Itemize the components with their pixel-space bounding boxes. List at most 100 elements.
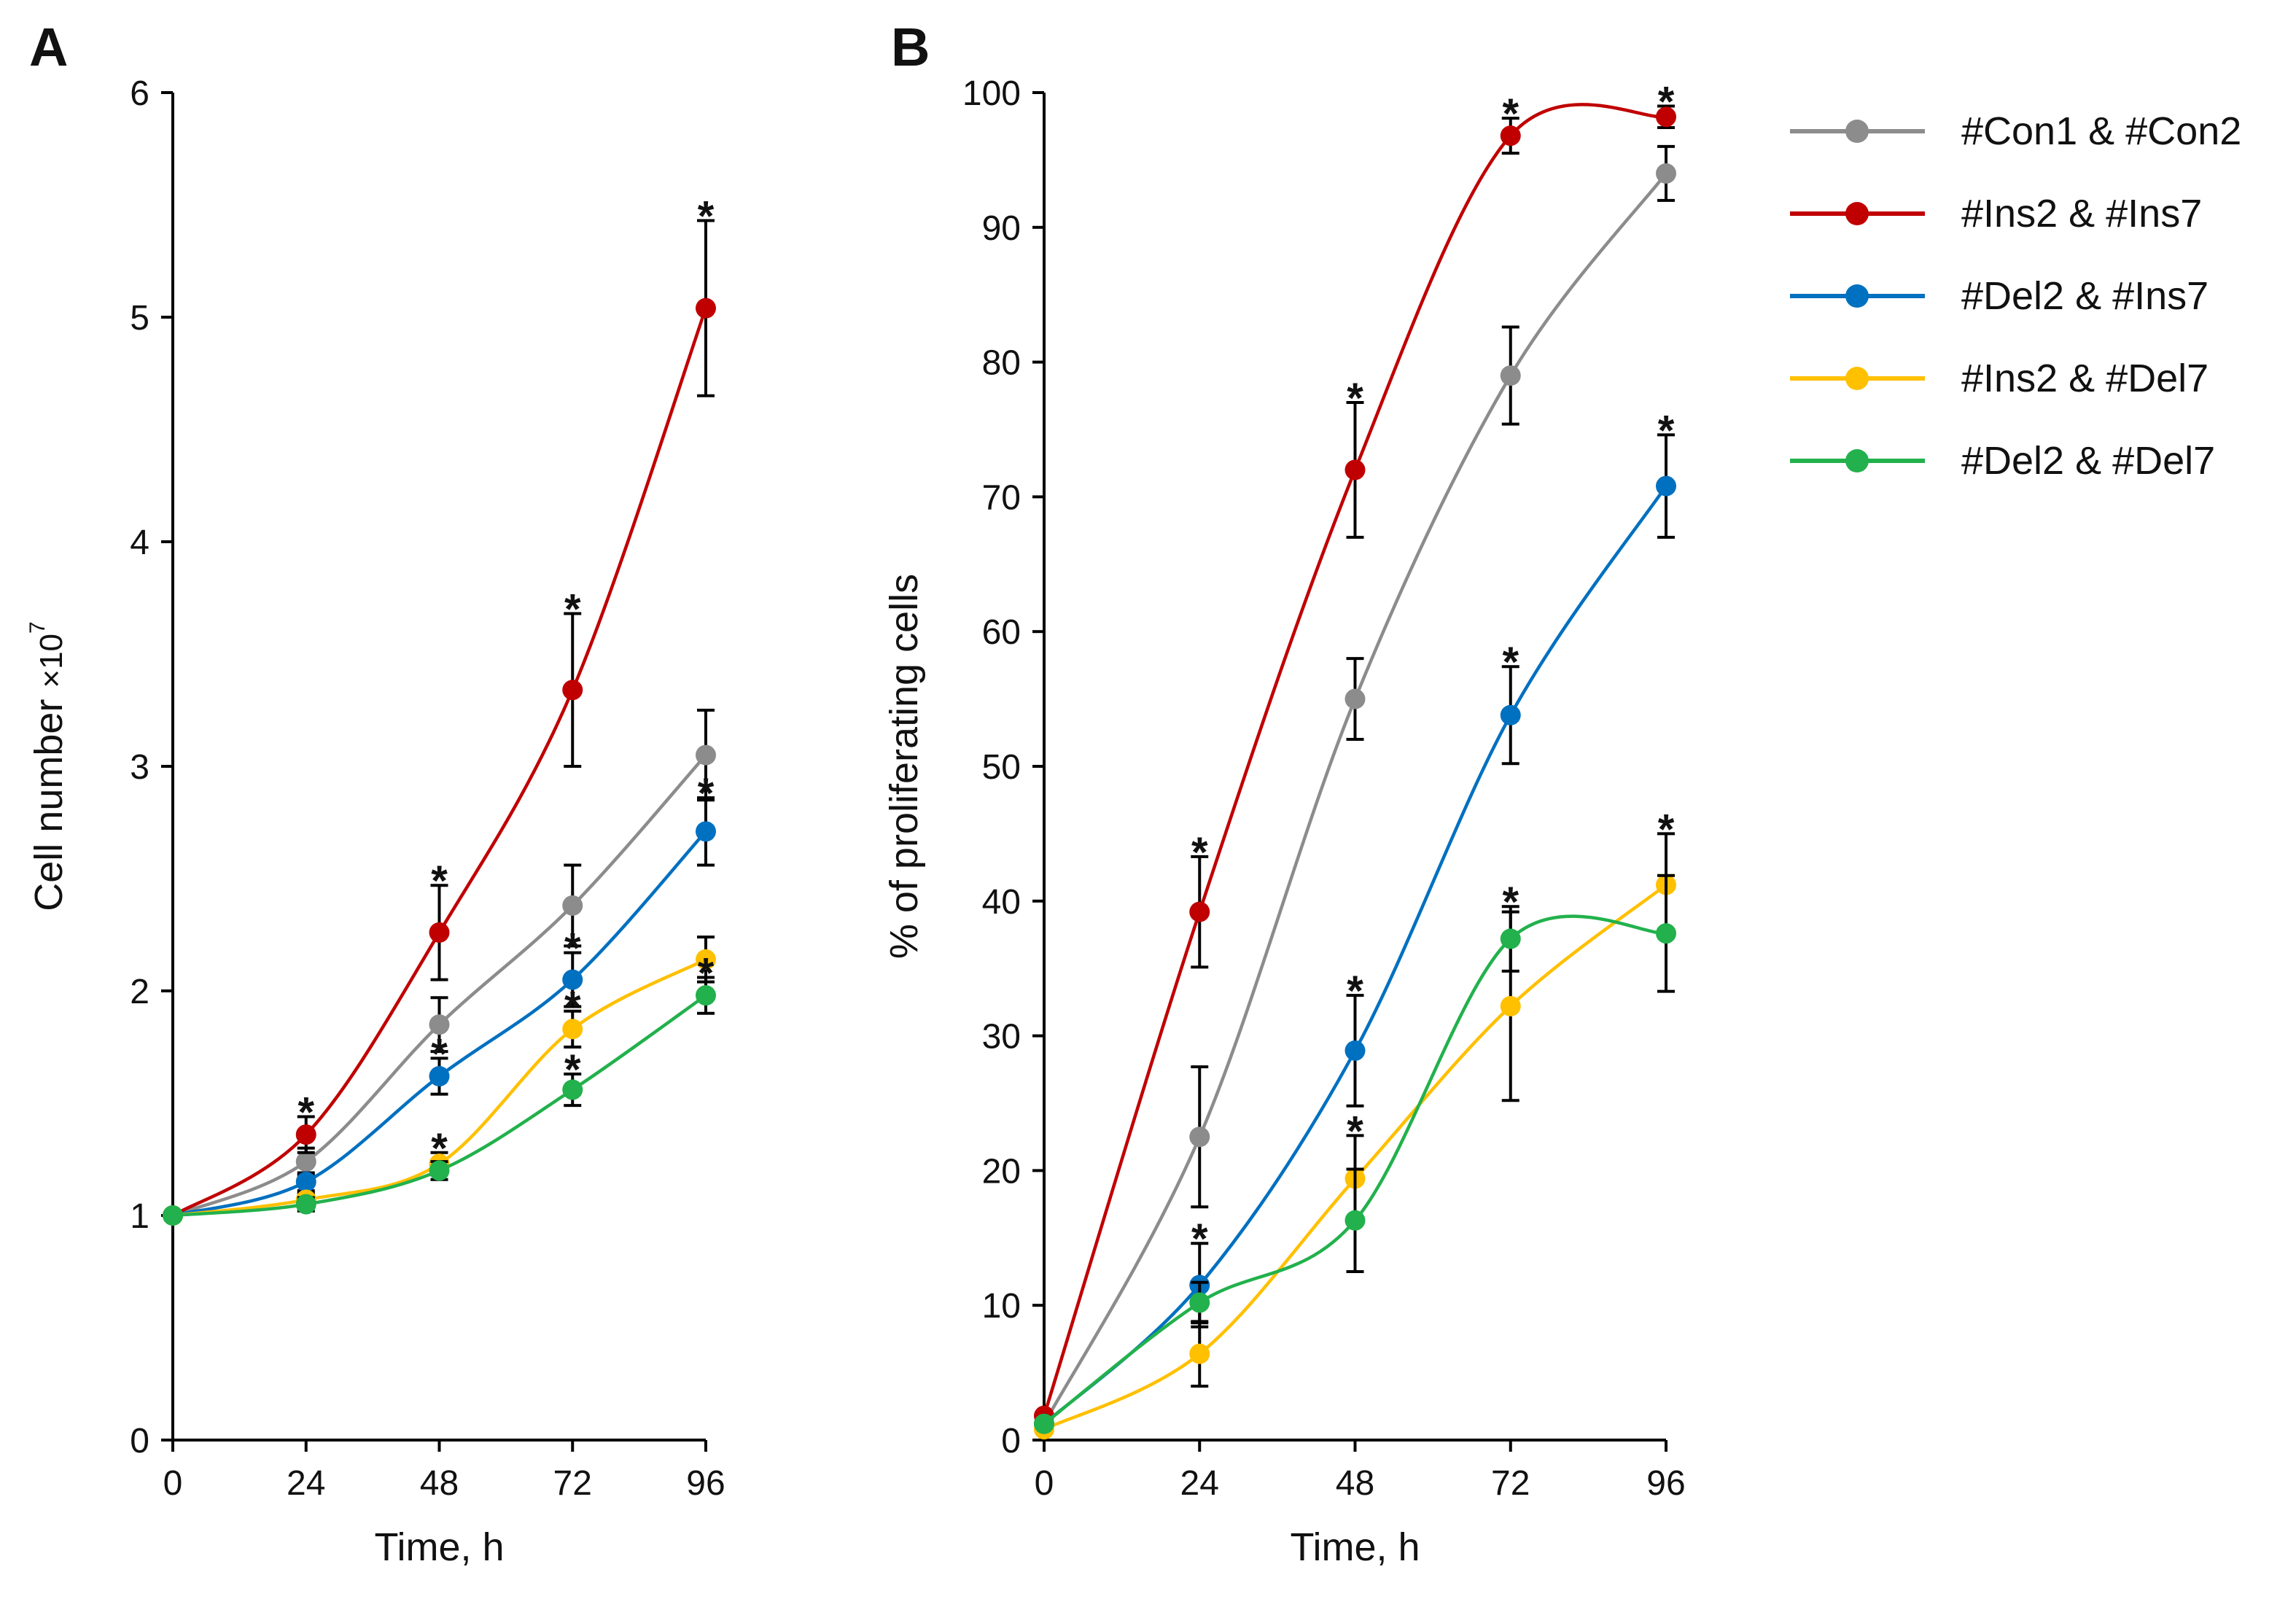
- data-point: [295, 1124, 316, 1145]
- significance-marker: *: [698, 950, 715, 997]
- significance-marker: *: [1191, 829, 1208, 876]
- series-4: **: [163, 950, 716, 1226]
- legend-label: #Del2 & #Del7: [1961, 439, 2215, 483]
- data-point: [1500, 365, 1521, 386]
- data-point: [562, 1019, 583, 1040]
- x-tick-label: 0: [1035, 1464, 1054, 1503]
- y-tick-label: 0: [1001, 1422, 1021, 1460]
- significance-marker: *: [564, 925, 581, 973]
- significance-marker: *: [1658, 806, 1675, 853]
- y-axis-label: Cell number ×107: [26, 621, 71, 911]
- significance-marker: *: [297, 1089, 314, 1136]
- data-point: [562, 895, 583, 916]
- data-point: [1344, 1040, 1366, 1061]
- data-point: [562, 1079, 583, 1100]
- series-1: * * * *: [1034, 78, 1676, 1426]
- data-point: [696, 949, 716, 970]
- data-point: [1189, 1343, 1210, 1364]
- series-line: [171, 307, 708, 1217]
- significance-marker: *: [1191, 1215, 1208, 1263]
- series-line: [1042, 103, 1667, 1417]
- data-point: [1500, 125, 1521, 147]
- x-tick-label: 96: [1646, 1464, 1685, 1503]
- legend-label: #Del2 & #Ins7: [1961, 274, 2209, 318]
- y-tick-label: 40: [982, 883, 1021, 922]
- data-point: [696, 985, 716, 1006]
- panel-label: B: [891, 17, 930, 77]
- legend: #Con1 & #Con2 #Ins2 & #Ins7 #Del2 & #Ins7 #…: [1790, 109, 2241, 483]
- data-point: [696, 821, 716, 842]
- y-axis-label-multiplier: ×10: [34, 634, 69, 688]
- x-axis-label: Time, h: [1290, 1525, 1420, 1569]
- x-tick-label: 48: [420, 1464, 459, 1503]
- data-point: [562, 680, 583, 701]
- data-point: [163, 1205, 183, 1226]
- series-4: *: [1034, 874, 1676, 1434]
- data-point: [295, 1171, 316, 1192]
- data-point: [696, 744, 716, 766]
- legend-label: #Con1 & #Con2: [1961, 109, 2241, 153]
- y-tick-label: 60: [982, 613, 1021, 652]
- significance-marker: *: [431, 1030, 448, 1078]
- significance-marker: *: [564, 1046, 581, 1094]
- x-tick-label: 72: [553, 1464, 592, 1503]
- significance-marker: *: [1502, 90, 1519, 138]
- y-tick-label: 70: [982, 478, 1021, 517]
- data-point: [1656, 475, 1676, 497]
- data-point: [429, 1160, 450, 1181]
- panel-label: A: [29, 17, 68, 77]
- data-point: [1344, 1210, 1366, 1231]
- y-tick-label: 0: [130, 1422, 149, 1460]
- y-tick-label: 2: [130, 973, 149, 1011]
- legend-label: #Ins2 & #Del7: [1961, 357, 2209, 400]
- y-tick-label: 100: [962, 74, 1021, 113]
- data-point: [1344, 459, 1366, 481]
- y-tick-label: 6: [130, 74, 149, 113]
- significance-marker: *: [1658, 78, 1675, 125]
- data-point: [1656, 106, 1676, 128]
- series-line: [1043, 485, 1667, 1425]
- significance-marker: *: [564, 984, 581, 1031]
- legend-marker: [1845, 284, 1869, 308]
- data-point: [562, 969, 583, 990]
- significance-marker: *: [1502, 639, 1519, 686]
- significance-marker: *: [564, 586, 581, 634]
- significance-marker: *: [698, 770, 715, 817]
- y-tick-label: 10: [982, 1287, 1021, 1326]
- x-tick-label: 0: [163, 1464, 183, 1503]
- data-point: [429, 1014, 450, 1035]
- series-1: ****: [163, 193, 716, 1226]
- x-tick-label: 72: [1491, 1464, 1530, 1503]
- data-point: [1500, 928, 1521, 949]
- y-tick-label: 3: [130, 748, 149, 787]
- panel-b-chart: B 0 10 20 30 40 50 60 70 80 90 100 0 24 48 72 96 Time, h%…: [882, 17, 1686, 1569]
- significance-marker: *: [1502, 879, 1519, 926]
- x-tick-label: 96: [686, 1464, 725, 1503]
- y-tick-label: 20: [982, 1152, 1021, 1191]
- x-tick-label: 24: [287, 1464, 325, 1503]
- y-axis-label: % of proliferating cells: [882, 574, 926, 959]
- legend-marker: [1845, 449, 1869, 472]
- data-point: [696, 297, 716, 319]
- data-point: [1189, 1127, 1210, 1148]
- x-axis-label: Time, h: [374, 1525, 504, 1569]
- data-point: [429, 922, 450, 943]
- data-point: [1500, 995, 1521, 1016]
- data-point: [1500, 704, 1521, 725]
- legend-marker: [1845, 367, 1869, 390]
- x-tick-label: 48: [1336, 1464, 1374, 1503]
- data-point: [1344, 688, 1366, 709]
- data-point: [1189, 901, 1210, 922]
- x-tick-label: 24: [1180, 1464, 1219, 1503]
- significance-marker: *: [1347, 1108, 1363, 1155]
- series-0: [163, 709, 716, 1226]
- data-point: [1656, 923, 1676, 944]
- y-axis-label-exponent: 7: [26, 621, 50, 634]
- legend-label: #Ins2 & #Ins7: [1961, 192, 2202, 236]
- data-point: [295, 1194, 316, 1215]
- series-3: **: [1034, 806, 1676, 1440]
- significance-marker: *: [1658, 407, 1675, 454]
- data-point: [429, 1066, 450, 1087]
- significance-marker: *: [431, 857, 448, 905]
